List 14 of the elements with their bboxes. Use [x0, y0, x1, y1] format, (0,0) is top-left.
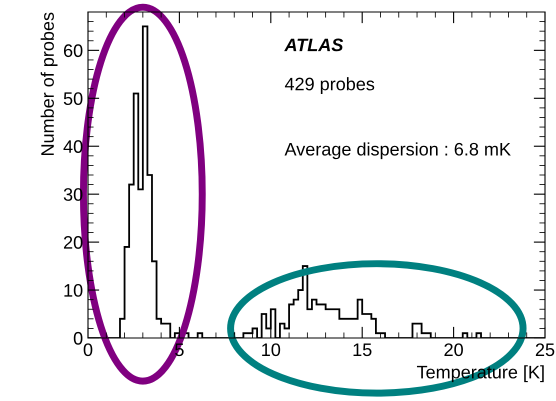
- y-tick-label: 60: [64, 44, 82, 58]
- y-tick-label: 10: [64, 284, 82, 297]
- y-tick-label: 50: [64, 92, 82, 106]
- x-tick-label: 0: [84, 343, 92, 356]
- y-tick-label: 20: [64, 236, 82, 249]
- x-tick-label: 10: [262, 343, 280, 356]
- annotation: ATLAS: [284, 38, 344, 52]
- x-tick-label: 15: [354, 344, 372, 356]
- x-tick-label: 20: [444, 343, 463, 356]
- x-tick-label: 25: [536, 343, 554, 356]
- annotation: 429 probes: [284, 77, 374, 94]
- annotation: Average dispersion : 6.8 mK: [284, 142, 511, 160]
- y-axis-title: Number of probes: [40, 12, 58, 156]
- y-tick-label: 0: [74, 332, 82, 345]
